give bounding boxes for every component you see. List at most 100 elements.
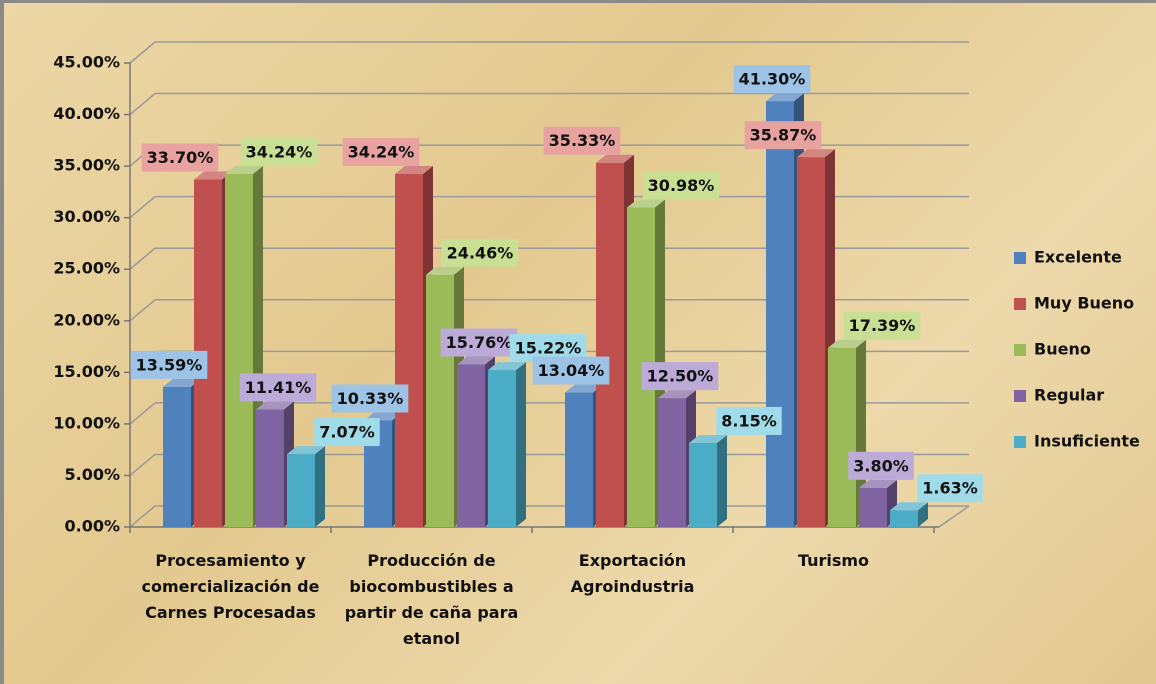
value-label: 35.33% <box>549 131 616 150</box>
value-label-bg <box>314 418 380 447</box>
value-label-bg <box>130 350 208 379</box>
bar-top <box>596 154 634 163</box>
bar-side <box>315 446 325 527</box>
value-label: 34.24% <box>246 142 313 161</box>
y-tick-label: 15.00% <box>53 362 120 381</box>
bar <box>596 162 624 528</box>
legend-swatch <box>1014 344 1026 356</box>
bar <box>797 157 825 527</box>
value-label: 12.50% <box>647 367 714 386</box>
bar <box>658 398 686 527</box>
bar <box>689 442 717 527</box>
value-label: 10.33% <box>337 389 404 408</box>
x-tick-label: Producción de biocombustibles a partir d… <box>344 551 519 648</box>
value-label-bg <box>141 143 219 172</box>
bar-top <box>797 149 835 158</box>
bar-top <box>658 390 696 399</box>
y-tick-label: 40.00% <box>53 104 120 123</box>
value-label-bg <box>239 373 317 402</box>
bar-top <box>890 502 928 511</box>
legend-label: Regular <box>1034 386 1104 405</box>
value-label-bg <box>240 137 318 166</box>
value-label-bg <box>532 356 610 385</box>
value-label: 15.76% <box>446 333 513 352</box>
value-label-bg <box>744 121 822 150</box>
x-tick-label: Procesamiento y comercialización de Carn… <box>141 551 320 622</box>
bar <box>890 510 918 527</box>
bar-top <box>457 356 495 365</box>
grid-line <box>129 41 156 64</box>
grid-line <box>129 505 156 528</box>
bar <box>426 274 454 527</box>
value-label: 3.80% <box>853 456 909 475</box>
bar-top <box>426 266 464 275</box>
bar <box>225 173 253 527</box>
grid-line <box>129 196 156 219</box>
value-label: 7.07% <box>319 423 375 442</box>
value-label-bg <box>733 65 811 94</box>
value-label-bg <box>543 126 621 155</box>
bar-top <box>627 199 665 208</box>
value-label-bg <box>441 238 519 267</box>
bar-top <box>828 339 866 348</box>
legend-label: Bueno <box>1034 340 1091 359</box>
bar-side <box>856 339 866 527</box>
grid-line <box>129 247 156 270</box>
chart: 0.00% 5.00% 10.00% 15.00% 20.00% 25.00% 30.00%… <box>53 41 1140 536</box>
legend-label: Insuficiente <box>1034 432 1140 451</box>
value-label-bg <box>641 362 719 391</box>
bar-top <box>488 362 526 371</box>
value-label: 11.41% <box>245 378 312 397</box>
value-label: 34.24% <box>348 142 415 161</box>
grid-line <box>129 92 156 116</box>
grid-line <box>129 299 156 322</box>
y-tick-label: 20.00% <box>53 310 120 329</box>
bar-side <box>717 434 727 527</box>
value-label: 13.59% <box>136 355 203 374</box>
bar-top <box>163 378 201 387</box>
legend-swatch <box>1014 436 1026 448</box>
bar <box>256 409 284 527</box>
value-label: 35.87% <box>750 126 817 145</box>
bar <box>828 347 856 527</box>
bar-side <box>516 362 526 527</box>
bar-top <box>565 384 603 393</box>
y-tick-label: 0.00% <box>64 517 120 536</box>
y-tick-label: 45.00% <box>53 53 120 72</box>
y-tick-label: 30.00% <box>53 207 120 226</box>
value-label: 15.22% <box>515 339 582 358</box>
y-tick-label: 35.00% <box>53 156 120 175</box>
bar <box>488 370 516 527</box>
bar <box>565 392 593 527</box>
bar <box>766 101 794 527</box>
value-label: 24.46% <box>447 243 514 262</box>
bar-top <box>256 401 294 410</box>
legend-swatch <box>1014 390 1026 402</box>
value-label-bg <box>440 328 518 357</box>
bar <box>457 364 485 527</box>
value-label-bg <box>642 171 720 200</box>
y-tick-label: 5.00% <box>64 465 120 484</box>
floor-edge <box>938 505 970 528</box>
bar-top <box>225 165 263 174</box>
value-label-bg <box>848 451 914 480</box>
x-tick-label: Exportación Agroindustria <box>570 551 695 596</box>
legend-swatch <box>1014 298 1026 310</box>
value-label: 41.30% <box>739 70 806 89</box>
grid-line <box>129 402 156 425</box>
bar-top <box>859 479 897 488</box>
legend-swatch <box>1014 252 1026 264</box>
bar-top <box>689 434 727 443</box>
value-label-bg <box>716 406 782 435</box>
grid-line <box>129 453 156 477</box>
bar-top <box>194 171 232 180</box>
bar-side <box>918 502 928 527</box>
value-label: 13.04% <box>538 361 605 380</box>
y-tick-label: 25.00% <box>53 259 120 278</box>
legend-label: Muy Bueno <box>1034 294 1134 313</box>
legend-label: Excelente <box>1034 248 1122 267</box>
value-label: 17.39% <box>849 316 916 335</box>
value-label-bg <box>843 311 921 340</box>
bar <box>163 386 191 527</box>
